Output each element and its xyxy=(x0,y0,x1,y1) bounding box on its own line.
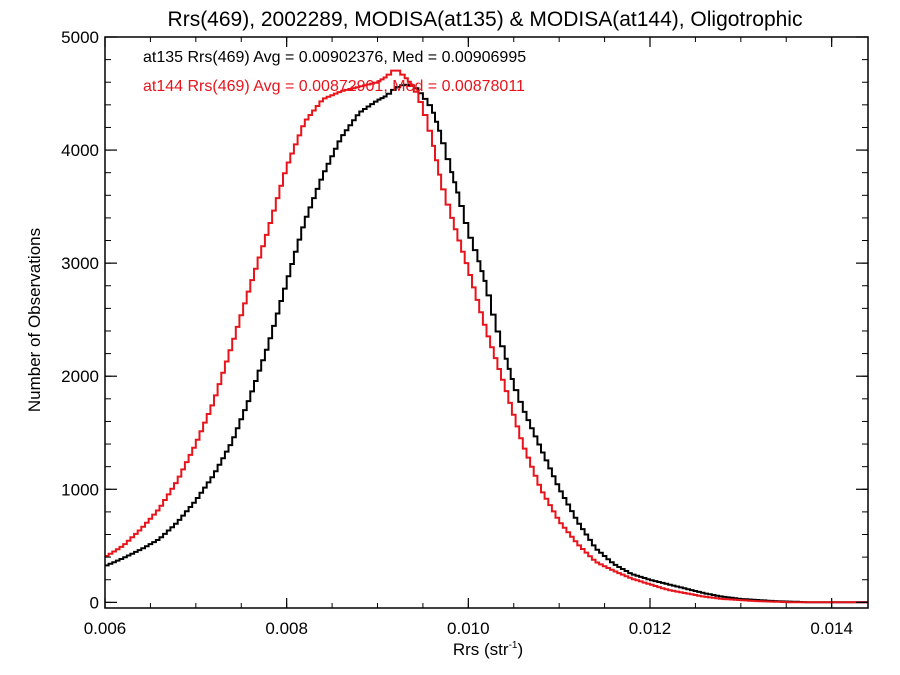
series-layer xyxy=(105,69,868,604)
series-2-line xyxy=(105,69,868,604)
ticks-layer: 0.006 0.008 0.010 0.012 0.014 0 1000 2000 3000 40… xyxy=(61,28,868,638)
series-1-line xyxy=(105,83,868,604)
y-axis-label: Number of Observations xyxy=(25,228,44,412)
x-tick-label: 0.006 xyxy=(84,619,127,638)
x-tick-label: 0.014 xyxy=(810,619,853,638)
y-tick-label: 5000 xyxy=(61,28,99,47)
legend: at135 Rrs(469) Avg = 0.00902376, Med = 0… xyxy=(143,49,526,95)
axes-layer xyxy=(104,36,869,609)
plot-frame xyxy=(104,36,869,609)
chart-title: Rrs(469), 2002289, MODISA(at135) & MODIS… xyxy=(168,8,803,31)
x-tick-label: 0.010 xyxy=(447,619,490,638)
y-tick-label: 2000 xyxy=(61,367,99,386)
y-tick-label: 1000 xyxy=(61,480,99,499)
x-tick-label: 0.008 xyxy=(265,619,308,638)
x-axis-label: Rrs (str-1) xyxy=(453,640,523,659)
y-tick-label: 0 xyxy=(90,593,99,612)
legend-entry-1: at135 Rrs(469) Avg = 0.00902376, Med = 0… xyxy=(143,49,526,66)
y-tick-label: 3000 xyxy=(61,254,99,273)
y-tick-label: 4000 xyxy=(61,141,99,160)
legend-entry-2: at144 Rrs(469) Avg = 0.00872901, Med = 0… xyxy=(143,78,525,95)
x-tick-label: 0.012 xyxy=(629,619,672,638)
